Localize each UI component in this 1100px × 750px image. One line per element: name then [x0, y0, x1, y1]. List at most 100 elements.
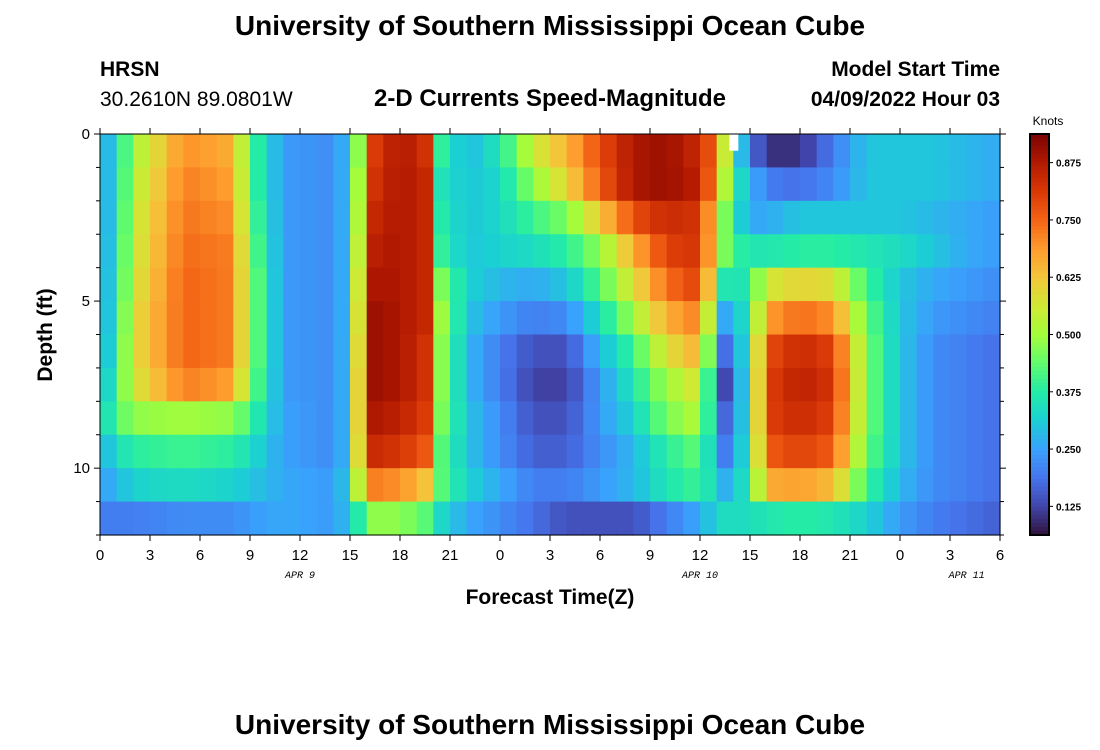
heatmap-cell: [483, 267, 501, 302]
heatmap-cell: [100, 167, 118, 202]
heatmap-cell: [300, 334, 318, 369]
heatmap-cell: [666, 301, 684, 336]
heatmap-cell: [116, 134, 134, 169]
heatmap-cell: [166, 301, 184, 336]
heatmap-cell: [550, 434, 568, 469]
heatmap-cell: [433, 301, 451, 336]
heatmap-cell: [100, 134, 118, 169]
heatmap-cell: [100, 401, 118, 436]
heatmap-cell: [266, 234, 284, 269]
heatmap-cell: [200, 234, 218, 269]
heatmap-cell: [433, 434, 451, 469]
heatmap-cell: [633, 234, 651, 269]
heatmap-cell: [566, 401, 584, 436]
heatmap-cell: [450, 301, 468, 336]
heatmap-cell: [833, 334, 851, 369]
heatmap-cell: [383, 468, 401, 503]
heatmap-cell: [416, 401, 434, 436]
heatmap-cell: [483, 334, 501, 369]
heatmap-cell: [500, 367, 518, 402]
heatmap-cell: [416, 301, 434, 336]
heatmap-cell: [283, 167, 301, 202]
heatmap-cell: [100, 501, 118, 536]
heatmap-cell: [916, 367, 934, 402]
heatmap-cell: [500, 468, 518, 503]
colorbar-segment: [1030, 154, 1049, 159]
heatmap-cell: [750, 401, 768, 436]
heatmap-cell: [750, 267, 768, 302]
heatmap-cell: [566, 334, 584, 369]
heatmap-cell: [116, 267, 134, 302]
heatmap-cell: [183, 401, 201, 436]
heatmap-cell: [516, 401, 534, 436]
heatmap-cell: [533, 334, 551, 369]
heatmap-cell: [416, 167, 434, 202]
heatmap-cell: [316, 134, 334, 169]
heatmap-cell: [483, 234, 501, 269]
heatmap-cell: [216, 234, 234, 269]
heatmap-cell: [766, 401, 784, 436]
heatmap-cell: [550, 234, 568, 269]
heatmap-cell: [366, 301, 384, 336]
heatmap-cell: [716, 401, 734, 436]
colorbar-segment: [1030, 462, 1049, 468]
heatmap-cell: [850, 501, 868, 536]
heatmap-cell: [600, 367, 618, 402]
heatmap-cell: [683, 434, 701, 469]
heatmap-cell: [950, 301, 968, 336]
heatmap-cell: [366, 367, 384, 402]
heatmap-cell: [233, 334, 251, 369]
colorbar-segment: [1030, 302, 1049, 308]
heatmap-cell: [516, 367, 534, 402]
heatmap-cell: [650, 134, 668, 169]
heatmap-cell: [600, 200, 618, 235]
heatmap-cell: [716, 367, 734, 402]
heatmap-cell: [350, 134, 368, 169]
heatmap-cell: [400, 468, 418, 503]
heatmap-cell: [433, 267, 451, 302]
heatmap-cell: [883, 367, 901, 402]
heatmap-cell: [533, 200, 551, 235]
colorbar-tick-label: 0.500: [1056, 331, 1081, 342]
heatmap-cell: [333, 234, 351, 269]
heatmap-cell: [783, 267, 801, 302]
heatmap-cell: [766, 267, 784, 302]
heatmap-cell: [933, 167, 951, 202]
colorbar-segment: [1030, 194, 1049, 199]
heatmap-cell: [733, 468, 751, 503]
heatmap-cell: [883, 134, 901, 169]
heatmap-cell: [983, 134, 1001, 169]
heatmap-cell: [733, 434, 751, 469]
heatmap-cell: [433, 134, 451, 169]
colorbar-segment: [1030, 222, 1049, 227]
heatmap-cell: [250, 134, 268, 169]
heatmap-cell: [333, 468, 351, 503]
heatmap-cell: [233, 434, 251, 469]
heatmap-cell: [833, 200, 851, 235]
heatmap-cell: [900, 501, 918, 536]
heatmap-cell: [966, 200, 984, 235]
heatmap-cell: [283, 434, 301, 469]
heatmap-cell: [933, 134, 951, 169]
x-tick-label: 0: [496, 547, 504, 564]
heatmap-cell: [683, 401, 701, 436]
chart-subtitle: 2-D Currents Speed-Magnitude: [374, 85, 726, 112]
heatmap-cell: [333, 434, 351, 469]
heatmap-cell: [316, 167, 334, 202]
heatmap-cell: [750, 234, 768, 269]
heatmap-cell: [383, 367, 401, 402]
heatmap-cell: [716, 267, 734, 302]
heatmap-cell: [633, 301, 651, 336]
heatmap-cell: [366, 401, 384, 436]
heatmap-cell: [916, 501, 934, 536]
heatmap-cell: [733, 367, 751, 402]
heatmap-cell: [933, 367, 951, 402]
heatmap-cell: [283, 401, 301, 436]
heatmap-cell: [866, 267, 884, 302]
heatmap-cell: [400, 401, 418, 436]
colorbar-segment: [1030, 374, 1049, 380]
heatmap-cell: [516, 334, 534, 369]
heatmap-cell: [750, 501, 768, 536]
heatmap-cell: [366, 167, 384, 202]
heatmap-cell: [400, 234, 418, 269]
